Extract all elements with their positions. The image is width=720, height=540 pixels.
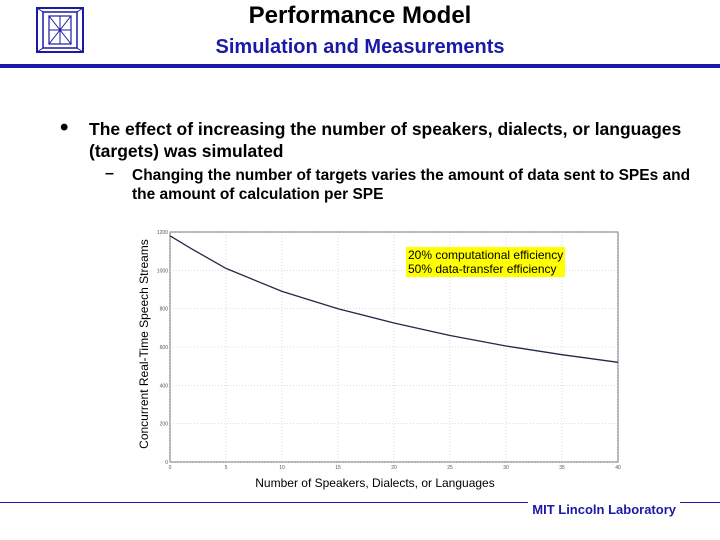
- slide-subtitle: Simulation and Measurements: [215, 36, 505, 58]
- series-line: [169, 235, 619, 363]
- slide-title: Performance Model: [248, 2, 472, 29]
- x-tick-label: 30: [503, 465, 509, 471]
- header-rule: [0, 64, 720, 68]
- x-tick-label: 20: [391, 465, 397, 471]
- x-tick-label: 25: [447, 465, 453, 471]
- x-tick-label: 10: [279, 465, 285, 471]
- x-tick-label: 40: [615, 465, 621, 471]
- y-tick-label: 200: [160, 422, 169, 428]
- x-tick-label: 35: [559, 465, 565, 471]
- lincoln-lab-logo-icon: [36, 7, 84, 53]
- x-tick-label: 0: [169, 465, 172, 471]
- bullet-text: The effect of increasing the number of s…: [89, 119, 682, 161]
- y-tick-label: 400: [160, 383, 169, 389]
- efficiency-annotation: 20% computational efficiency 50% data-tr…: [406, 247, 566, 277]
- sub-bullet-text: Changing the number of targets varies th…: [132, 167, 691, 203]
- annotation-line-1: 20% computational efficiency: [408, 248, 564, 262]
- x-axis-label: Number of Speakers, Dialects, or Languag…: [255, 476, 495, 490]
- footer-rule: [0, 502, 720, 503]
- y-tick-label: 800: [160, 307, 169, 313]
- x-tick-label: 15: [335, 465, 341, 471]
- x-tick-label: 5: [225, 465, 228, 471]
- footer-org-name: MIT Lincoln Laboratory: [528, 502, 680, 518]
- sub-bullet-marker: –: [105, 165, 114, 182]
- y-axis-label: Concurrent Real-Time Speech Streams: [137, 239, 151, 449]
- y-tick-label: 1000: [157, 268, 168, 274]
- bullet-marker: •: [60, 114, 69, 141]
- annotation-line-2: 50% data-transfer efficiency: [408, 262, 557, 276]
- y-tick-label: 0: [165, 460, 168, 466]
- y-tick-label: 600: [160, 345, 169, 351]
- y-tick-label: 1200: [157, 230, 168, 236]
